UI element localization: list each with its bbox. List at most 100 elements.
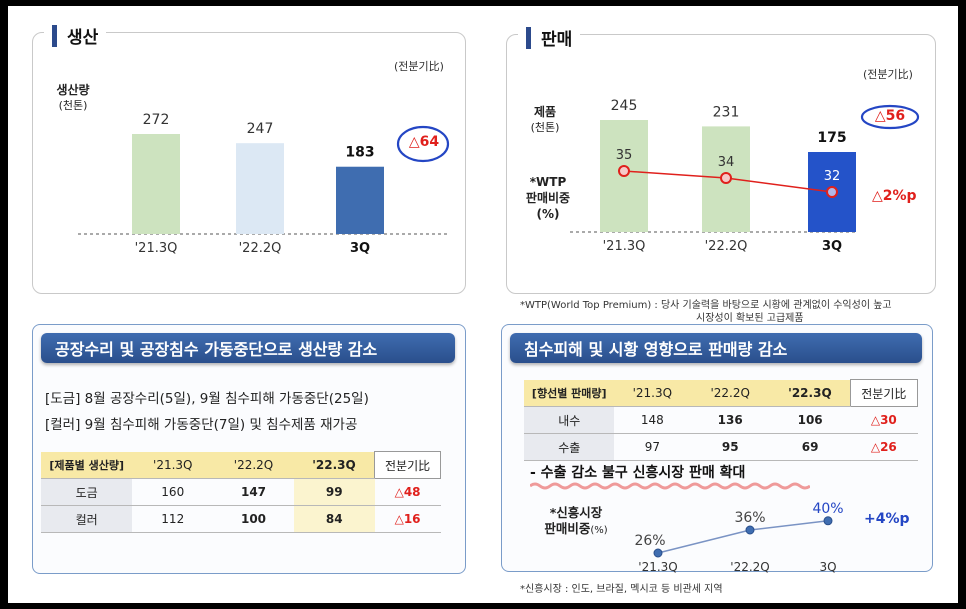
table-cell: 99 bbox=[293, 478, 375, 506]
table-header-cell: '22.3Q bbox=[293, 451, 375, 479]
table-header-cell: '22.2Q bbox=[690, 379, 771, 407]
table-header-row: [향선별 판매량] '21.3Q '22.2Q '22.3Q 전분기比 bbox=[524, 379, 919, 407]
tick-label: 3Q bbox=[822, 239, 842, 254]
tick-label: '22.2Q bbox=[730, 560, 769, 574]
production-ylabel-unit: (천톤) bbox=[58, 99, 88, 112]
title-accent-bar bbox=[526, 26, 531, 49]
table-cell: 160 bbox=[132, 478, 214, 506]
table-header-cell: '22.2Q bbox=[213, 451, 294, 479]
production-bar-chart: 272 '21.3Q 247 '22.2Q 183 3Q bbox=[78, 112, 448, 256]
production-title: 생산 bbox=[44, 23, 107, 48]
table-cell: △30 bbox=[850, 406, 918, 434]
production-unit-note: (전분기比) bbox=[394, 60, 444, 73]
table-header-cell: '21.3Q bbox=[132, 451, 214, 479]
tick-label: 3Q bbox=[819, 560, 836, 574]
tick-label: '21.3Q bbox=[603, 239, 646, 254]
wtp-data-label: 35 bbox=[616, 148, 633, 163]
table-cell: △16 bbox=[374, 505, 441, 533]
wtp-footnote-1: *WTP(World Top Premium) : 당사 기술력을 바탕으로 시… bbox=[520, 300, 892, 311]
data-label: 231 bbox=[713, 104, 740, 120]
sales-table: [향선별 판매량] '21.3Q '22.2Q '22.3Q 전분기比 내수 1… bbox=[524, 379, 919, 461]
data-label: 245 bbox=[611, 98, 638, 114]
production-ylabel-text: 생산량 bbox=[56, 83, 90, 97]
table-cell: 95 bbox=[690, 433, 771, 461]
table-header-cell: 전분기比 bbox=[849, 379, 919, 407]
table-header-cell: '22.3Q bbox=[770, 379, 851, 407]
sales-title-text: 판매 bbox=[541, 30, 573, 50]
table-header-cell: '21.3Q bbox=[614, 379, 691, 407]
table-cell: △26 bbox=[850, 433, 918, 461]
production-box: 공장수리 및 공장침수 가동중단으로 생산량 감소 [도금] 8월 공장수리(5… bbox=[32, 324, 466, 574]
wtp-label-2: 판매비중 bbox=[525, 191, 571, 205]
emerging-label-1: *신흥시장 bbox=[549, 505, 603, 520]
table-header-cell: 전분기比 bbox=[374, 451, 441, 479]
tick-label: '21.3Q bbox=[135, 241, 178, 256]
tick-label: '21.3Q bbox=[638, 560, 677, 574]
production-delta: △64 bbox=[408, 134, 440, 150]
table-cell: 148 bbox=[614, 406, 691, 434]
emerging-subhead: - 수출 감소 불구 신흥시장 판매 확대 bbox=[530, 462, 810, 490]
sales-ylabel: 제품 (천톤) bbox=[520, 104, 570, 136]
table-cell: 106 bbox=[770, 406, 851, 434]
wtp-data-label: 32 bbox=[824, 169, 841, 184]
tick-label: 3Q bbox=[350, 241, 370, 256]
wtp-point bbox=[720, 172, 732, 184]
wtp-data-label: 34 bbox=[718, 155, 735, 170]
emerging-line-chart: 26% '21.3Q 36% '22.2Q 40% 3Q bbox=[634, 501, 843, 574]
sales-unit-note: (전분기比) bbox=[863, 68, 913, 81]
table-cell: 147 bbox=[213, 478, 294, 506]
table-row: 도금 160 147 99 △48 bbox=[41, 478, 441, 506]
production-box-header: 공장수리 및 공장침수 가동중단으로 생산량 감소 bbox=[41, 333, 455, 363]
production-bullet-2: [컬러] 9월 침수피해 가동중단(7일) 및 침수제품 재가공 bbox=[45, 417, 358, 433]
wtp-label-3: (%) bbox=[536, 207, 560, 221]
emerging-label: *신흥시장 판매비중(%) bbox=[536, 505, 616, 539]
emerging-point bbox=[653, 548, 663, 558]
data-label: 183 bbox=[345, 145, 374, 161]
table-header-cell: [향선별 판매량] bbox=[524, 379, 615, 407]
table-cell: 97 bbox=[614, 433, 691, 461]
table-cell: 수출 bbox=[524, 433, 615, 461]
table-cell: 112 bbox=[132, 505, 214, 533]
production-table: [제품별 생산량] '21.3Q '22.2Q '22.3Q 전분기比 도금 1… bbox=[41, 451, 441, 533]
emerging-label-2: 판매비중 bbox=[544, 521, 591, 536]
table-cell: 내수 bbox=[524, 406, 615, 434]
emerging-point bbox=[823, 516, 833, 526]
table-cell: 136 bbox=[690, 406, 771, 434]
sales-ylabel-unit: (천톤) bbox=[530, 121, 560, 134]
production-bullet-1: [도금] 8월 공장수리(5일), 9월 침수피해 가동중단(25일) bbox=[45, 391, 369, 407]
table-header-cell: [제품별 생산량] bbox=[41, 451, 133, 479]
circle-annotation-icon bbox=[396, 125, 450, 163]
sales-title: 판매 bbox=[518, 25, 581, 50]
table-row: 내수 148 136 106 △30 bbox=[524, 406, 918, 434]
emerging-footnote: *신흥시장 : 인도, 브라질, 멕시코 등 비관세 지역 bbox=[520, 584, 723, 595]
wtp-delta: △2%p bbox=[872, 188, 917, 204]
sales-delta-badge: △56 bbox=[860, 104, 920, 132]
emerging-data-label: 26% bbox=[634, 533, 665, 549]
sales-box: 침수피해 및 시황 영향으로 판매량 감소 [향선별 판매량] '21.3Q '… bbox=[501, 324, 933, 574]
wtp-point bbox=[826, 186, 838, 198]
sales-ylabel-text: 제품 bbox=[533, 105, 557, 119]
production-title-text: 생산 bbox=[67, 28, 99, 48]
sales-bar-chart: 245 '21.3Q 231 '22.2Q 175 3Q 35 34 32 bbox=[570, 98, 856, 254]
wtp-label-1: *WTP bbox=[529, 175, 567, 189]
wtp-footnote-2: 시장성이 확보된 고급제품 bbox=[696, 313, 804, 324]
emerging-label-unit: (%) bbox=[590, 525, 608, 536]
emerging-subhead-text: - 수출 감소 불구 신흥시장 판매 확대 bbox=[530, 465, 746, 481]
table-cell: 69 bbox=[770, 433, 851, 461]
table-row: 컬러 112 100 84 △16 bbox=[41, 505, 441, 533]
tick-label: '22.2Q bbox=[239, 241, 282, 256]
data-label: 272 bbox=[143, 112, 170, 128]
bar bbox=[132, 134, 180, 234]
table-row: 수출 97 95 69 △26 bbox=[524, 433, 918, 461]
table-cell: 100 bbox=[213, 505, 294, 533]
table-cell: △48 bbox=[374, 478, 441, 506]
sales-box-header: 침수피해 및 시황 영향으로 판매량 감소 bbox=[510, 333, 922, 363]
wtp-point bbox=[618, 165, 630, 177]
production-delta-badge: △64 bbox=[396, 124, 452, 164]
bar bbox=[236, 143, 284, 234]
circle-annotation-icon bbox=[860, 104, 920, 130]
title-accent-bar bbox=[52, 24, 57, 47]
wavy-underline-icon bbox=[530, 482, 810, 490]
data-label: 175 bbox=[817, 130, 846, 146]
emerging-delta: +4%p bbox=[864, 511, 910, 527]
